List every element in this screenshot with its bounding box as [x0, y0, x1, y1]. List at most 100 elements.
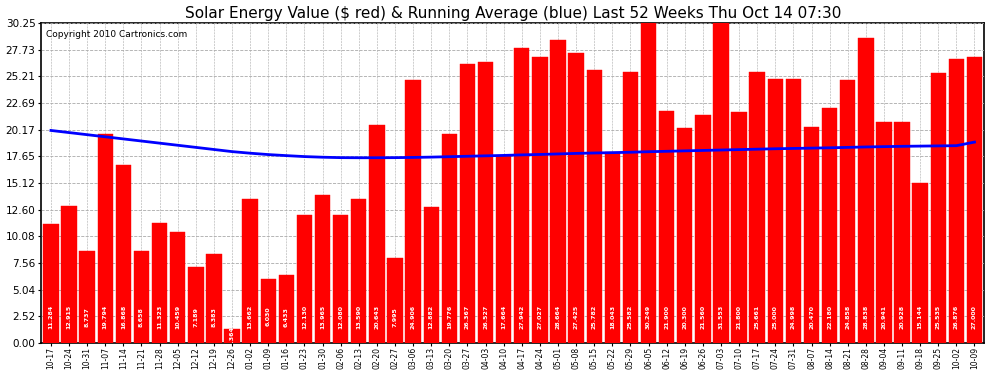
Bar	[151, 223, 167, 343]
Text: 17.664: 17.664	[501, 304, 506, 329]
Bar	[822, 108, 838, 343]
Bar	[786, 79, 801, 343]
Bar	[297, 215, 312, 343]
Bar	[677, 128, 692, 343]
Text: 16.868: 16.868	[121, 304, 126, 329]
Bar	[948, 59, 964, 343]
Text: 1.364: 1.364	[230, 326, 235, 346]
Text: 26.527: 26.527	[483, 304, 488, 329]
Bar	[278, 275, 294, 343]
Text: 8.658: 8.658	[139, 307, 144, 327]
Title: Solar Energy Value ($ red) & Running Average (blue) Last 52 Weeks Thu Oct 14 07:: Solar Energy Value ($ red) & Running Ave…	[184, 6, 841, 21]
Bar	[424, 207, 439, 343]
Text: 19.776: 19.776	[446, 304, 451, 329]
Text: 8.737: 8.737	[85, 307, 90, 327]
Text: 12.130: 12.130	[302, 304, 307, 328]
Bar	[623, 72, 639, 343]
Text: 13.662: 13.662	[248, 304, 252, 329]
Text: 25.535: 25.535	[936, 304, 940, 329]
Bar	[514, 48, 530, 343]
Bar	[967, 57, 982, 343]
Bar	[550, 40, 565, 343]
Text: 27.425: 27.425	[573, 304, 578, 329]
Text: 25.782: 25.782	[592, 304, 597, 329]
Bar	[913, 183, 928, 343]
Text: 21.560: 21.560	[700, 304, 705, 328]
Text: 21.900: 21.900	[664, 304, 669, 328]
Bar	[442, 134, 457, 343]
Bar	[79, 251, 95, 343]
Bar	[243, 198, 257, 343]
Text: 27.942: 27.942	[520, 304, 525, 329]
Text: 11.284: 11.284	[49, 304, 53, 329]
Bar	[170, 232, 185, 343]
Text: 10.459: 10.459	[175, 304, 180, 328]
Bar	[804, 126, 819, 343]
Bar	[406, 80, 421, 343]
Text: 15.144: 15.144	[918, 304, 923, 329]
Text: 7.995: 7.995	[392, 307, 398, 327]
Bar	[333, 215, 348, 343]
Text: 26.876: 26.876	[954, 304, 959, 329]
Text: 22.180: 22.180	[827, 304, 833, 328]
Text: 20.643: 20.643	[374, 304, 379, 328]
Bar	[568, 53, 584, 343]
Bar	[459, 64, 475, 343]
Text: 26.367: 26.367	[465, 304, 470, 329]
Text: 25.661: 25.661	[754, 304, 759, 329]
Bar	[586, 70, 602, 343]
Text: 24.998: 24.998	[791, 304, 796, 329]
Bar	[61, 207, 77, 343]
Text: 18.043: 18.043	[610, 304, 615, 328]
Bar	[315, 195, 331, 343]
Text: 24.858: 24.858	[845, 304, 850, 329]
Bar	[641, 23, 656, 343]
Bar	[931, 73, 946, 343]
Text: 28.838: 28.838	[863, 304, 868, 329]
Text: 11.323: 11.323	[157, 304, 162, 329]
Text: 27.027: 27.027	[538, 304, 543, 328]
Bar	[749, 72, 765, 343]
Bar	[387, 258, 403, 343]
Text: 25.582: 25.582	[628, 304, 633, 329]
Text: 6.433: 6.433	[284, 307, 289, 327]
Text: 13.965: 13.965	[320, 304, 325, 329]
Text: Copyright 2010 Cartronics.com: Copyright 2010 Cartronics.com	[46, 30, 187, 39]
Bar	[713, 9, 729, 343]
Bar	[351, 199, 366, 343]
Text: 20.470: 20.470	[809, 304, 814, 328]
Bar	[533, 57, 547, 343]
Text: 24.906: 24.906	[411, 304, 416, 328]
Bar	[841, 80, 855, 343]
Text: 20.941: 20.941	[881, 304, 886, 328]
Text: 27.000: 27.000	[972, 304, 977, 328]
Text: 21.800: 21.800	[737, 304, 742, 328]
Text: 8.383: 8.383	[212, 307, 217, 327]
Text: 12.882: 12.882	[429, 304, 434, 329]
Text: 12.080: 12.080	[339, 304, 344, 328]
Bar	[260, 279, 276, 343]
Bar	[605, 152, 620, 343]
Text: 20.300: 20.300	[682, 304, 687, 328]
Text: 6.030: 6.030	[265, 307, 270, 326]
Bar	[44, 224, 58, 343]
Text: 12.915: 12.915	[66, 304, 71, 329]
Bar	[732, 112, 746, 343]
Text: 13.590: 13.590	[356, 304, 361, 328]
Bar	[206, 254, 222, 343]
Bar	[98, 134, 113, 343]
Text: 25.000: 25.000	[773, 304, 778, 328]
Bar	[695, 115, 711, 343]
Text: 30.249: 30.249	[646, 304, 651, 328]
Text: 31.553: 31.553	[719, 304, 724, 329]
Bar	[876, 122, 892, 343]
Text: 7.189: 7.189	[193, 307, 198, 327]
Bar	[496, 156, 512, 343]
Bar	[767, 79, 783, 343]
Text: 20.928: 20.928	[900, 304, 905, 328]
Bar	[188, 267, 204, 343]
Bar	[116, 165, 131, 343]
Bar	[894, 122, 910, 343]
Text: 19.794: 19.794	[103, 304, 108, 329]
Bar	[369, 125, 384, 343]
